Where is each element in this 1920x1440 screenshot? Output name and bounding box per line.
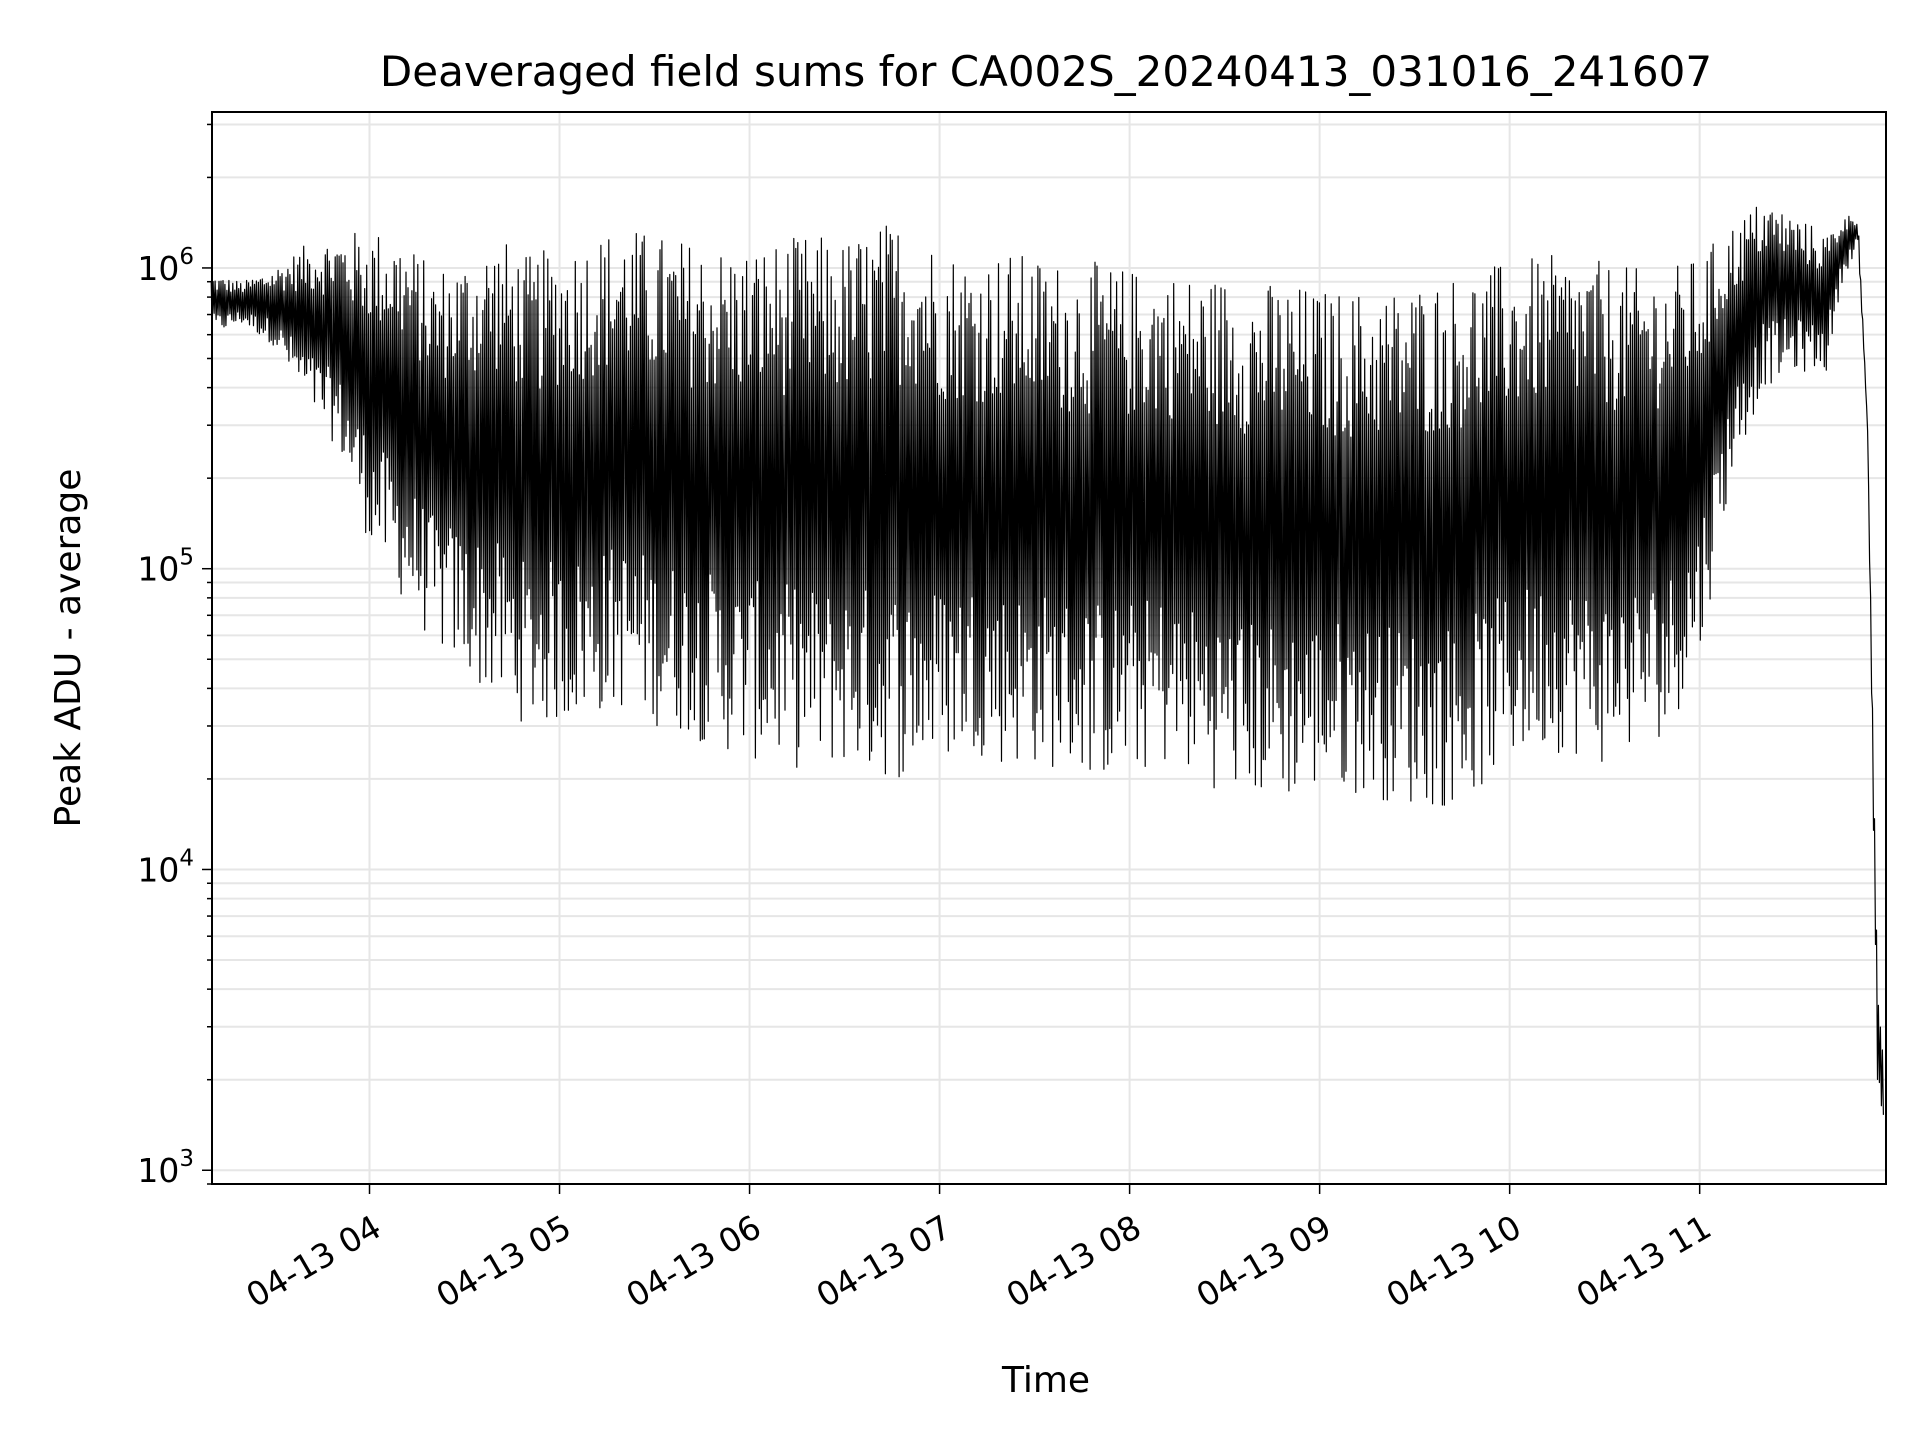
x-tick-label: 04-13 09 — [1190, 1207, 1338, 1315]
y-tick-base: 10 — [137, 850, 179, 889]
y-tick-base: 10 — [137, 1151, 179, 1190]
plot-frame — [211, 111, 1887, 1185]
x-tick-label: 04-13 06 — [620, 1207, 768, 1315]
y-tick-base: 10 — [137, 550, 179, 589]
x-axis-ticks: 04-13 04 04-13 05 04-13 06 04-13 07 04-13 08… — [240, 1184, 1718, 1315]
y-tick-label: 103 — [137, 1146, 194, 1190]
x-tick-label: 04-13 04 — [240, 1207, 388, 1315]
x-tick-label: 04-13 10 — [1380, 1207, 1528, 1315]
x-axis-label: Time — [1001, 1360, 1090, 1401]
y-tick-exponent: 6 — [179, 244, 194, 270]
x-tick-label: 04-13 05 — [430, 1207, 578, 1315]
y-tick-exponent: 5 — [179, 545, 194, 571]
x-tick-label: 04-13 07 — [810, 1207, 958, 1315]
y-tick-label: 106 — [137, 244, 194, 288]
x-tick-label: 04-13 08 — [1000, 1207, 1148, 1315]
y-tick-exponent: 3 — [179, 1146, 194, 1172]
chart-title: Deaveraged field sums for CA002S_2024041… — [380, 47, 1712, 96]
grid-lines — [212, 112, 1886, 1185]
y-tick-exponent: 4 — [179, 845, 194, 871]
x-tick-label: 04-13 11 — [1570, 1207, 1718, 1315]
series-line — [210, 206, 1884, 1115]
y-tick-base: 10 — [137, 249, 179, 288]
y-axis-label: Peak ADU - average — [48, 469, 89, 828]
data-trace — [210, 206, 1884, 1115]
y-tick-label: 105 — [137, 545, 194, 589]
y-tick-label: 104 — [137, 845, 194, 889]
